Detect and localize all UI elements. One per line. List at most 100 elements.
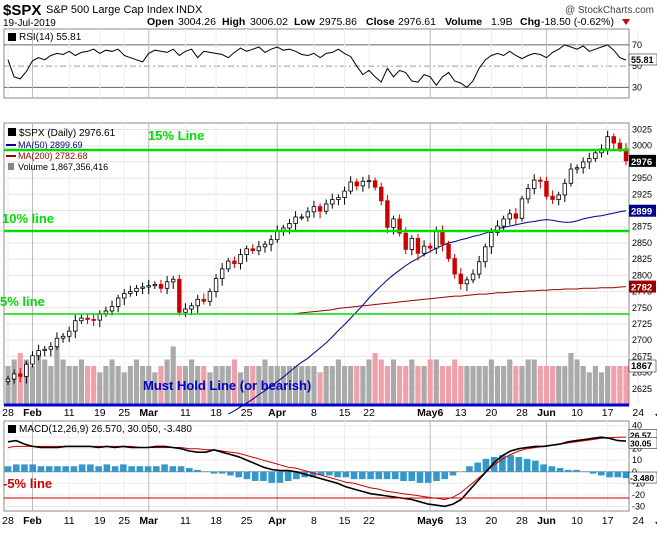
volume-bar <box>470 366 476 405</box>
candle-body <box>262 243 268 248</box>
volume-bar <box>140 366 146 405</box>
volume-bar <box>507 359 513 405</box>
volume-bar <box>623 366 629 405</box>
candle-body <box>226 260 231 270</box>
candle-body <box>501 218 506 227</box>
candle-body <box>550 195 555 200</box>
candle-body <box>275 230 280 241</box>
header-date: 19-Jul-2019 <box>3 18 56 29</box>
x-axis-label: Feb <box>23 515 42 527</box>
volume-bar <box>531 359 537 405</box>
candle-body <box>587 158 592 163</box>
rsi-tick-label: 30 <box>632 82 642 92</box>
x-axis-label: 11 <box>64 407 75 419</box>
volume-legend-swatch <box>8 163 14 170</box>
candle-body <box>122 293 127 299</box>
volume-bar <box>458 366 464 405</box>
x-axis-label: 28 <box>516 515 528 527</box>
header-name: S&P 500 Large Cap Index <box>46 4 174 16</box>
candle-body <box>158 284 164 289</box>
macd-histogram-bar <box>350 471 358 480</box>
macd-histogram-bar <box>474 462 481 472</box>
x-axis-label: 13 <box>455 407 467 419</box>
macd-histogram-bar <box>606 471 613 478</box>
volume-bar <box>286 366 293 405</box>
price-tick-label: 2750 <box>632 303 652 313</box>
macd-histogram-bar <box>276 471 284 483</box>
macd-histogram-bar <box>260 471 267 481</box>
macd-histogram-bar <box>515 457 523 472</box>
rsi-series <box>7 44 627 89</box>
x-axis-label: 11 <box>180 407 191 419</box>
macd-histogram-bar <box>449 471 457 476</box>
macd-histogram-bar <box>153 466 160 472</box>
candle-body <box>164 281 170 289</box>
candle-body <box>568 168 574 184</box>
macd-histogram-bar <box>78 464 86 472</box>
macd-histogram-bar <box>144 466 152 472</box>
candle-body <box>287 223 292 229</box>
macd-swatch <box>8 425 16 433</box>
volume-bar <box>66 366 72 405</box>
price-tick-label: 2625 <box>632 384 652 394</box>
ma200-line <box>289 286 627 315</box>
candle-body <box>476 261 482 275</box>
x-axis-label: Mar <box>139 407 158 419</box>
macd-histogram-bar <box>293 471 300 480</box>
volume-bar <box>335 359 341 405</box>
candle-body <box>464 279 470 285</box>
x-axis-label: Mar <box>139 515 158 527</box>
candle-body <box>593 152 598 160</box>
volume-bar <box>464 366 470 405</box>
candle-body <box>171 278 176 283</box>
candle-body <box>556 194 561 200</box>
volume-bar <box>109 359 115 405</box>
volume-bar <box>329 366 335 405</box>
macd-histogram-bar <box>210 471 218 474</box>
rsi-panel <box>3 28 630 99</box>
price-highlight-box <box>629 204 656 217</box>
macd-histogram-bar <box>235 471 243 478</box>
macd-histogram-bar <box>87 464 94 472</box>
macd-histogram-bar <box>540 464 547 472</box>
macd-tick-label: 10 <box>632 455 642 465</box>
annotation-15pct: 15% Line <box>148 128 204 143</box>
candle-body <box>201 298 207 302</box>
candle-body <box>299 216 304 219</box>
candle-body <box>183 308 188 313</box>
macd-histogram-bar <box>243 471 251 480</box>
macd-histogram-bar <box>367 471 374 480</box>
header-open-label: Open <box>147 16 174 28</box>
header-close-label: Close <box>366 16 395 28</box>
volume-bar <box>280 366 286 405</box>
rsi-tick-label: 50 <box>632 61 642 71</box>
x-axis-label: 18 <box>210 515 222 527</box>
candle-body <box>140 286 145 289</box>
volume-bar <box>305 366 311 405</box>
macd-histogram-bar <box>466 466 473 472</box>
candle-body <box>18 373 23 377</box>
candle-body <box>489 232 494 248</box>
macd-histogram-bar <box>589 471 597 474</box>
volume-bar <box>556 366 562 405</box>
candle-body <box>495 225 500 233</box>
rsi-tick-label: 70 <box>632 40 642 50</box>
price-legend-swatch <box>8 128 16 136</box>
candle-body <box>354 181 359 187</box>
volume-highlight-box <box>628 359 657 373</box>
candle-body <box>54 337 60 348</box>
candle-body <box>519 198 525 219</box>
volume-bar <box>54 346 60 405</box>
rsi-current-box <box>628 53 657 66</box>
macd-histogram-bar <box>342 471 350 478</box>
moving-averages <box>228 210 627 415</box>
macd-histogram-bar <box>284 471 292 481</box>
header-chg: -18.50 (-0.62%) <box>541 16 614 28</box>
x-axis-label: 17 <box>602 407 614 419</box>
candle-body <box>348 181 353 192</box>
volume-bar <box>170 346 176 405</box>
axis-tick-labels: 30507055.8126252650267527002725275027752… <box>628 40 657 511</box>
volume-legend-label: Volume 1,867,356,416 <box>18 162 108 172</box>
x-axis-label: 18 <box>210 407 222 419</box>
x-axis-label: 28 <box>516 407 528 419</box>
